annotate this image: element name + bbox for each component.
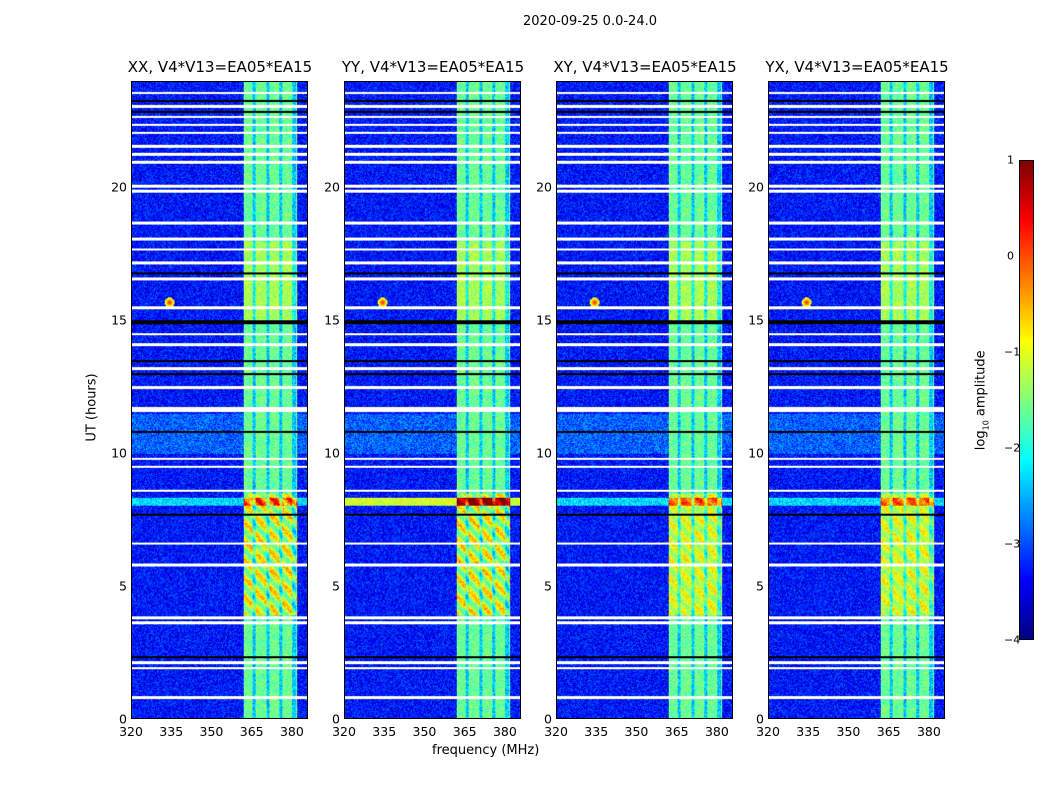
- x-tick-label: 335: [584, 724, 609, 739]
- x-tick-label: 320: [544, 724, 568, 739]
- y-tick-label: 10: [536, 445, 552, 461]
- y-tick-label: 20: [536, 179, 552, 195]
- y-tick-label: 10: [324, 445, 340, 461]
- x-tick-label: 365: [452, 724, 477, 739]
- x-tick-label: 320: [756, 724, 780, 739]
- colorbar-tick-label: 1: [1007, 153, 1014, 167]
- x-tick-label: 365: [239, 724, 264, 739]
- x-tick-label: 380: [916, 724, 941, 739]
- y-tick-label: 10: [748, 445, 764, 461]
- colorbar-tick-label: −1: [1004, 345, 1021, 359]
- heatmap-xy: [556, 81, 733, 719]
- y-tick-label: 15: [111, 312, 127, 328]
- y-tick-label: 5: [544, 578, 552, 594]
- panel-title-yy: YY, V4*V13=EA05*EA15: [341, 58, 525, 76]
- y-tick-label: 5: [119, 578, 127, 594]
- heatmap-yy: [344, 81, 521, 719]
- x-tick-label: 380: [279, 724, 304, 739]
- x-tick-label: 335: [159, 724, 184, 739]
- x-tick-label: 320: [332, 724, 356, 739]
- y-tick-label: 0: [119, 711, 127, 727]
- x-tick-label: 350: [412, 724, 437, 739]
- y-tick-label: 15: [748, 312, 764, 328]
- panel-title-xx: XX, V4*V13=EA05*EA15: [127, 58, 313, 76]
- x-tick-label: 350: [624, 724, 649, 739]
- x-tick-label: 335: [372, 724, 397, 739]
- y-tick-label: 0: [332, 711, 340, 727]
- figure-title: 2020-09-25 0.0-24.0: [523, 14, 657, 29]
- colorbar: [1019, 160, 1034, 640]
- y-tick-label: 15: [536, 312, 552, 328]
- y-tick-label: 15: [324, 312, 340, 328]
- x-tick-label: 350: [836, 724, 861, 739]
- y-axis-label: UT (hours): [84, 373, 100, 442]
- x-tick-label: 320: [119, 724, 143, 739]
- heatmap-xx: [131, 81, 308, 719]
- y-tick-label: 5: [332, 578, 340, 594]
- x-tick-label: 335: [796, 724, 821, 739]
- colorbar-tick-label: −2: [1004, 441, 1021, 455]
- x-tick-label: 365: [876, 724, 901, 739]
- panel-title-xy: XY, V4*V13=EA05*EA15: [553, 58, 737, 76]
- heatmap-yx: [768, 81, 945, 719]
- x-tick-label: 380: [704, 724, 729, 739]
- y-tick-label: 10: [111, 445, 127, 461]
- colorbar-tick-label: 0: [1007, 249, 1014, 263]
- y-tick-label: 0: [544, 711, 552, 727]
- x-axis-label: frequency (MHz): [432, 743, 540, 758]
- y-tick-label: 20: [748, 179, 764, 195]
- x-tick-label: 380: [492, 724, 517, 739]
- colorbar-label: log10 amplitude: [973, 350, 991, 451]
- x-tick-label: 365: [664, 724, 689, 739]
- y-tick-label: 0: [756, 711, 764, 727]
- panel-title-yx: YX, V4*V13=EA05*EA15: [765, 58, 949, 76]
- colorbar-tick-label: −3: [1004, 537, 1021, 551]
- y-tick-label: 20: [111, 179, 127, 195]
- colorbar-tick-label: −4: [1004, 633, 1021, 647]
- y-tick-label: 20: [324, 179, 340, 195]
- y-tick-label: 5: [756, 578, 764, 594]
- x-tick-label: 350: [199, 724, 224, 739]
